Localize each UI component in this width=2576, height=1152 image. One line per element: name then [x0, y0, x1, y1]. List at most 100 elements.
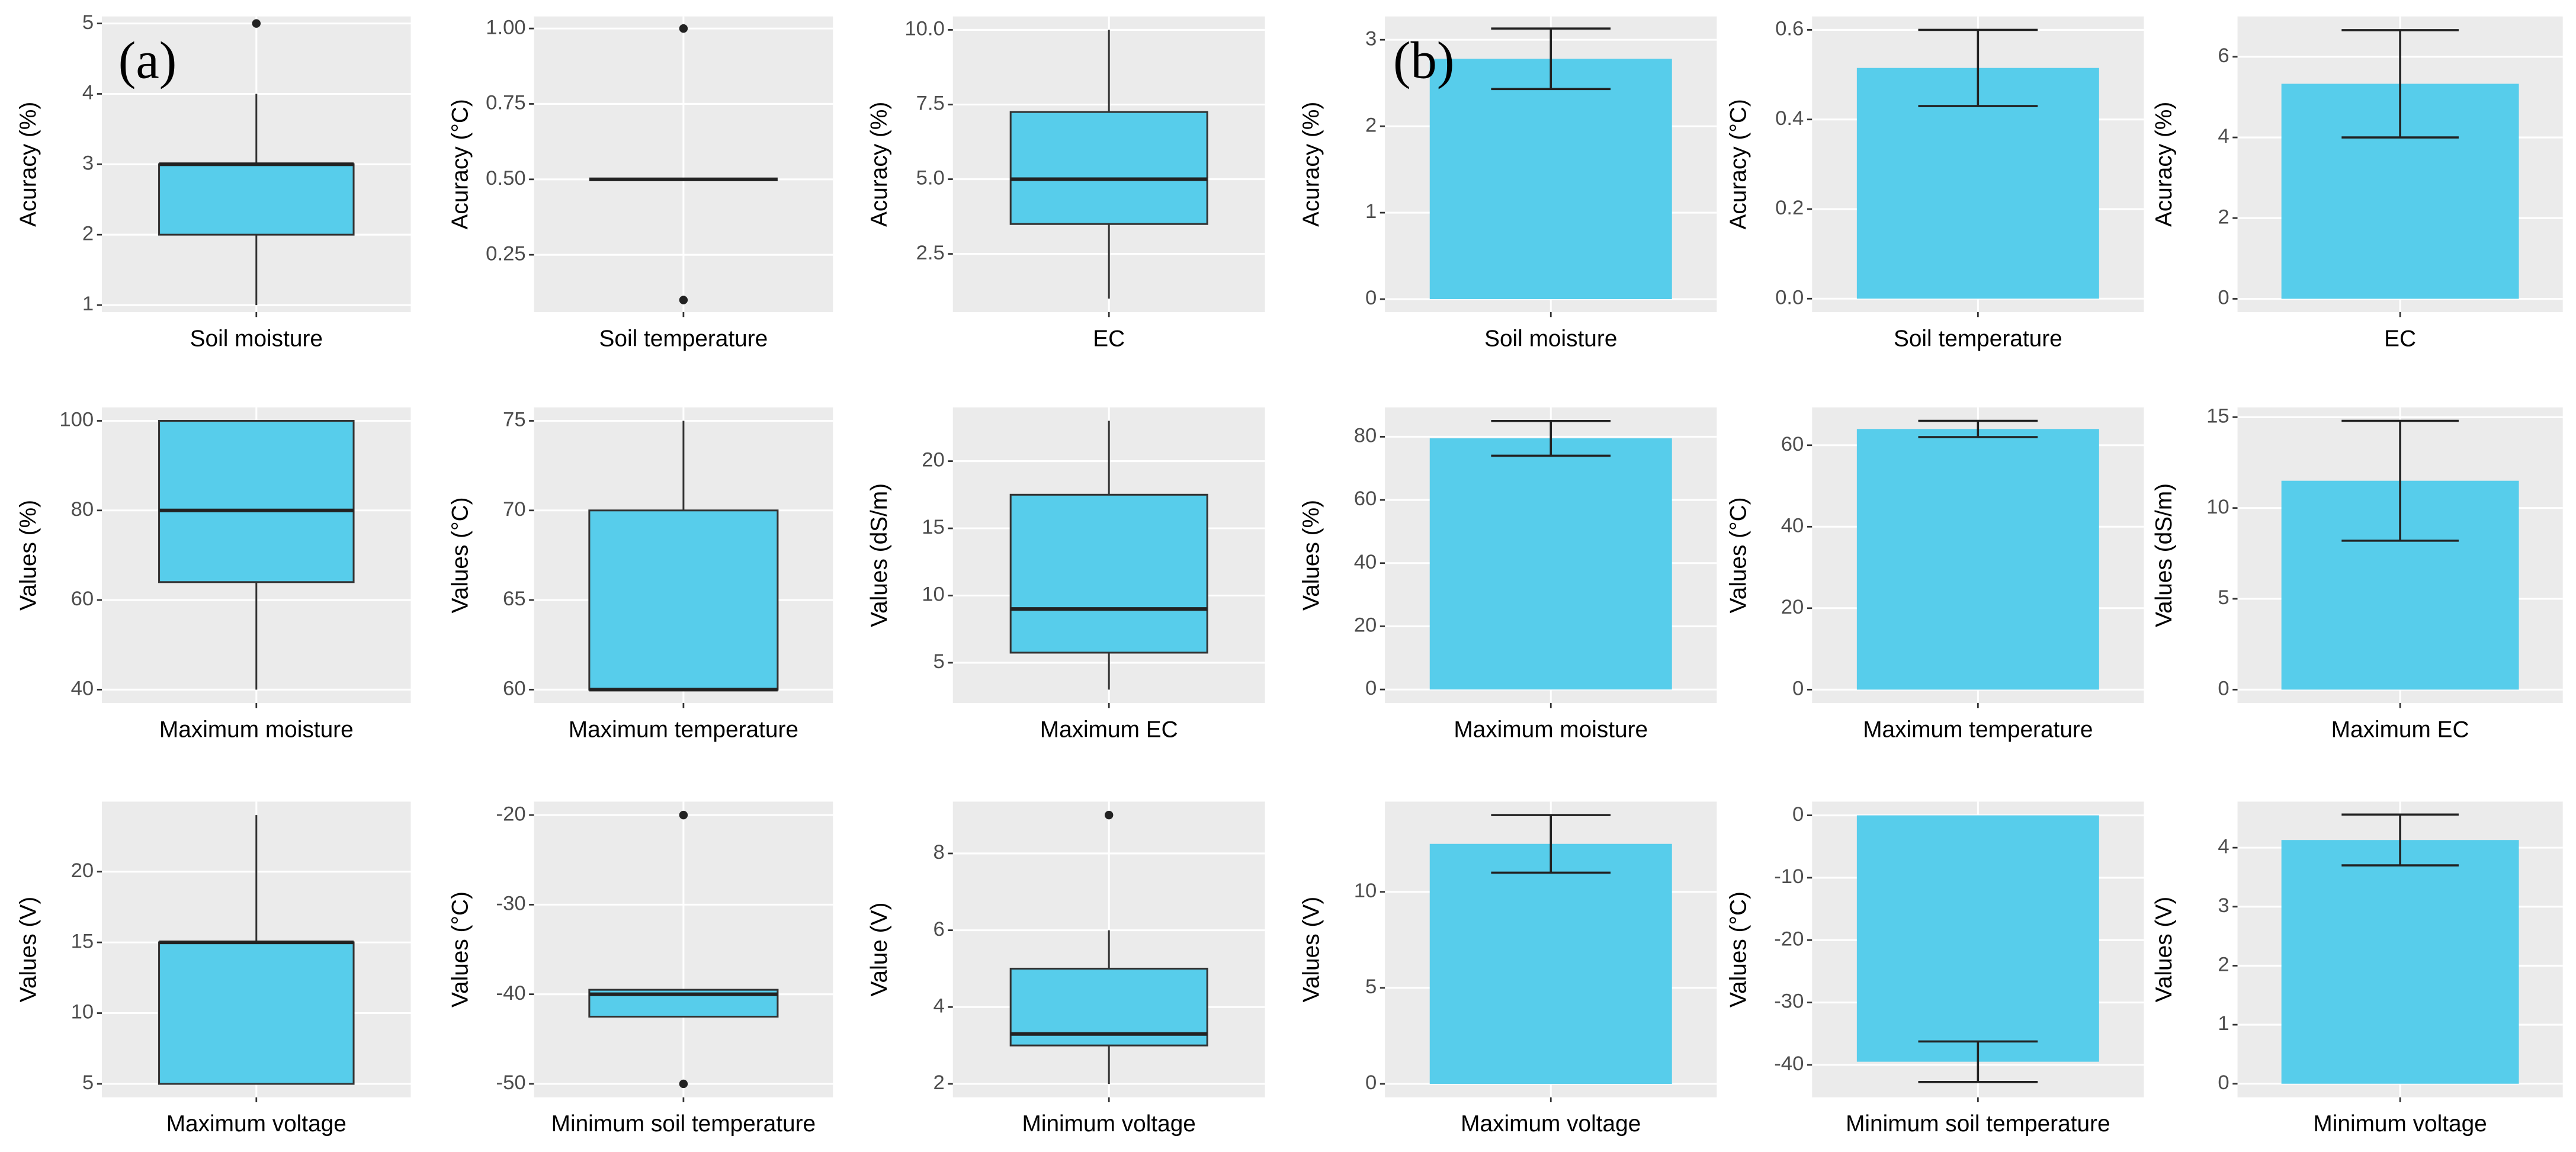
y-tick-label: 65	[503, 588, 526, 610]
x-tick-label: Maximum moisture	[1454, 717, 1648, 742]
y-tick-label: 4	[82, 82, 94, 104]
y-tick-label: 40	[71, 677, 94, 699]
error-bar	[1491, 419, 1611, 457]
y-tick-label: 10	[1354, 880, 1377, 902]
outlier	[679, 296, 688, 304]
y-tick-label: 10	[2206, 496, 2229, 518]
y-tick-label: 60	[71, 588, 94, 610]
y-axis-label: Values (%)	[1298, 500, 1324, 611]
y-tick-label: 60	[1781, 433, 1804, 455]
outlier	[679, 24, 688, 33]
y-tick-label: 20	[1354, 614, 1377, 637]
y-tick-label: -20	[496, 803, 526, 825]
y-tick-label: 75	[503, 409, 526, 431]
y-tick-label: 1	[82, 293, 94, 315]
y-axis-label: Values (V)	[15, 897, 41, 1002]
y-tick-label: 0.75	[486, 92, 525, 114]
y-tick-label: 2	[933, 1071, 945, 1094]
y-tick-label: 3	[2218, 894, 2229, 917]
y-tick-label: 60	[503, 677, 526, 699]
y-tick-label: -10	[1774, 865, 1804, 888]
error-bar	[2341, 29, 2459, 139]
y-tick-label: -40	[1774, 1052, 1804, 1075]
y-tick-label: 6	[2218, 44, 2229, 67]
box	[158, 941, 355, 1085]
bar	[1856, 815, 2099, 1062]
x-tick-label: EC	[1093, 326, 1125, 351]
bar	[1429, 438, 1672, 690]
x-tick-label: Maximum EC	[2331, 717, 2469, 742]
box	[1009, 111, 1208, 225]
x-tick-label: Minimum voltage	[2313, 1111, 2487, 1137]
y-tick-label: 0.4	[1775, 107, 1804, 130]
y-tick-label: 0.6	[1775, 18, 1804, 40]
x-tick-label: Maximum voltage	[166, 1111, 347, 1137]
y-axis-label: Values (V)	[2151, 897, 2177, 1002]
y-tick-label: 10	[922, 583, 945, 606]
y-tick-label: 20	[1781, 596, 1804, 618]
y-tick-label: 10.0	[904, 18, 944, 40]
y-tick-label: -40	[496, 982, 526, 1005]
y-tick-label: 0.0	[1775, 286, 1804, 309]
x-tick-label: Maximum temperature	[569, 717, 798, 742]
box	[158, 419, 355, 583]
y-tick-label: 0	[1365, 677, 1377, 699]
y-axis-label: Acuracy (%)	[2151, 102, 2177, 227]
x-tick-label: Maximum temperature	[1863, 717, 2093, 742]
error-bar	[1918, 419, 2038, 438]
y-tick-label: 5	[933, 650, 945, 673]
y-tick-label: 10	[71, 1001, 94, 1023]
outlier	[679, 810, 688, 820]
x-tick-label: Minimum soil temperature	[551, 1111, 816, 1137]
y-tick-label: 4	[2218, 835, 2229, 858]
y-tick-label: 15	[71, 930, 94, 952]
panel-label: (a)	[118, 31, 177, 89]
y-tick-label: 4	[933, 994, 945, 1017]
y-tick-label: 2	[1365, 114, 1377, 136]
y-axis-label: Values (°C)	[448, 891, 473, 1007]
x-tick-label: Soil temperature	[599, 326, 768, 351]
y-tick-label: 5	[1365, 975, 1377, 998]
panel-label: (b)	[1393, 31, 1454, 89]
y-axis-label: Values (V)	[1298, 897, 1324, 1002]
y-tick-label: 8	[933, 841, 945, 864]
x-tick-label: EC	[2384, 326, 2416, 351]
x-tick-label: Soil moisture	[1484, 326, 1617, 351]
y-tick-label: 2	[2218, 954, 2229, 976]
y-tick-label: 5	[82, 1071, 94, 1094]
y-tick-label: 0	[1792, 677, 1804, 699]
y-axis-label: Value (V)	[867, 903, 892, 997]
y-tick-label: 40	[1354, 551, 1377, 573]
y-tick-label: -30	[1774, 990, 1804, 1013]
y-tick-label: -30	[496, 893, 526, 915]
y-tick-label: 20	[71, 859, 94, 882]
y-tick-label: 7.5	[916, 92, 945, 115]
y-tick-label: 0.25	[486, 242, 525, 265]
y-tick-label: -20	[1774, 928, 1804, 950]
y-tick-label: -50	[496, 1071, 526, 1094]
y-axis-label: Values (°C)	[1725, 891, 1751, 1007]
y-tick-label: 5	[82, 11, 94, 34]
y-axis-label: Acuracy (%)	[15, 102, 41, 227]
y-tick-label: 1.00	[486, 16, 525, 38]
error-bar	[1918, 28, 2038, 107]
bar	[1429, 59, 1672, 300]
y-tick-label: 80	[71, 498, 94, 521]
y-axis-label: Values (°C)	[1725, 497, 1751, 613]
y-axis-label: Acuracy (%)	[1298, 102, 1324, 227]
outlier	[252, 19, 261, 28]
y-tick-label: 20	[922, 449, 945, 471]
y-tick-label: 60	[1354, 487, 1377, 510]
y-axis-label: Values (%)	[15, 500, 41, 611]
y-tick-label: 100	[59, 409, 94, 431]
error-bar	[1491, 27, 1611, 91]
y-tick-label: 0	[1365, 287, 1377, 309]
y-tick-label: 1	[2218, 1012, 2229, 1035]
y-tick-label: 70	[503, 498, 526, 521]
x-tick-label: Minimum soil temperature	[1846, 1111, 2110, 1137]
y-tick-label: 0	[1792, 803, 1804, 826]
x-tick-label: Soil moisture	[190, 326, 323, 351]
y-tick-label: 2	[82, 222, 94, 245]
